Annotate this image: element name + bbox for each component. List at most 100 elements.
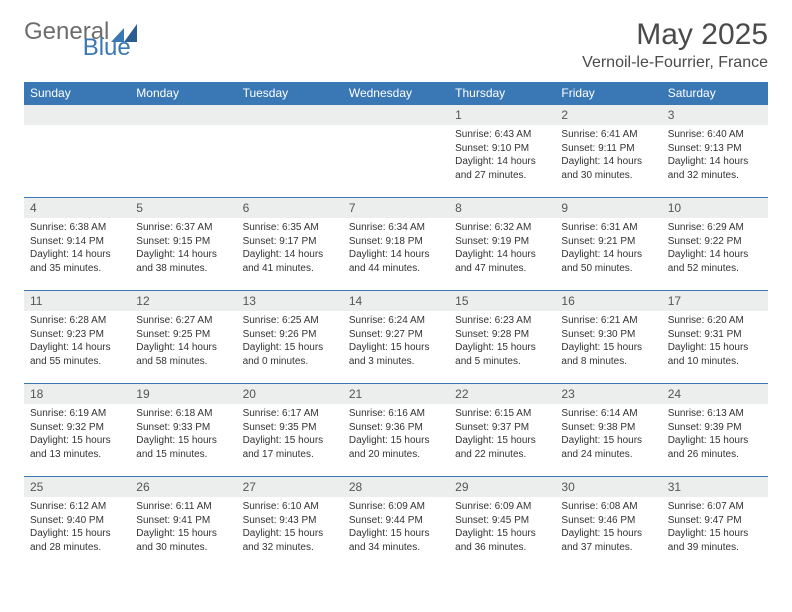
weekday-sat: Saturday [662,82,768,104]
empty-cell [237,104,343,197]
day-info: Sunrise: 6:29 AMSunset: 9:22 PMDaylight:… [662,218,768,279]
empty-cell [130,104,236,197]
day-info: Sunrise: 6:35 AMSunset: 9:17 PMDaylight:… [237,218,343,279]
weekday-fri: Friday [555,82,661,104]
day-number: 7 [343,198,449,218]
day-number: 23 [555,384,661,404]
empty-cell [343,104,449,197]
calendar-grid: 1Sunrise: 6:43 AMSunset: 9:10 PMDaylight… [24,104,768,569]
day-info: Sunrise: 6:21 AMSunset: 9:30 PMDaylight:… [555,311,661,372]
location: Vernoil-le-Fourrier, France [582,54,768,72]
day-info: Sunrise: 6:17 AMSunset: 9:35 PMDaylight:… [237,404,343,465]
day-cell: 2Sunrise: 6:41 AMSunset: 9:11 PMDaylight… [555,104,661,197]
day-cell: 16Sunrise: 6:21 AMSunset: 9:30 PMDayligh… [555,290,661,383]
day-number: 10 [662,198,768,218]
day-cell: 3Sunrise: 6:40 AMSunset: 9:13 PMDaylight… [662,104,768,197]
day-cell: 24Sunrise: 6:13 AMSunset: 9:39 PMDayligh… [662,383,768,476]
day-info: Sunrise: 6:23 AMSunset: 9:28 PMDaylight:… [449,311,555,372]
day-info: Sunrise: 6:40 AMSunset: 9:13 PMDaylight:… [662,125,768,186]
day-cell: 22Sunrise: 6:15 AMSunset: 9:37 PMDayligh… [449,383,555,476]
day-number: 4 [24,198,130,218]
day-cell: 17Sunrise: 6:20 AMSunset: 9:31 PMDayligh… [662,290,768,383]
day-info: Sunrise: 6:38 AMSunset: 9:14 PMDaylight:… [24,218,130,279]
day-info: Sunrise: 6:31 AMSunset: 9:21 PMDaylight:… [555,218,661,279]
day-cell: 8Sunrise: 6:32 AMSunset: 9:19 PMDaylight… [449,197,555,290]
day-number: 22 [449,384,555,404]
weekday-thu: Thursday [449,82,555,104]
day-cell: 4Sunrise: 6:38 AMSunset: 9:14 PMDaylight… [24,197,130,290]
day-number: 15 [449,291,555,311]
day-cell: 31Sunrise: 6:07 AMSunset: 9:47 PMDayligh… [662,476,768,569]
day-cell: 11Sunrise: 6:28 AMSunset: 9:23 PMDayligh… [24,290,130,383]
day-info: Sunrise: 6:10 AMSunset: 9:43 PMDaylight:… [237,497,343,558]
day-number: 30 [555,477,661,497]
day-cell: 15Sunrise: 6:23 AMSunset: 9:28 PMDayligh… [449,290,555,383]
day-cell: 27Sunrise: 6:10 AMSunset: 9:43 PMDayligh… [237,476,343,569]
day-number: 20 [237,384,343,404]
day-info: Sunrise: 6:41 AMSunset: 9:11 PMDaylight:… [555,125,661,186]
day-number: 27 [237,477,343,497]
day-number: 16 [555,291,661,311]
day-number: 13 [237,291,343,311]
day-info: Sunrise: 6:37 AMSunset: 9:15 PMDaylight:… [130,218,236,279]
day-number: 5 [130,198,236,218]
day-number: 8 [449,198,555,218]
day-number: 28 [343,477,449,497]
day-cell: 23Sunrise: 6:14 AMSunset: 9:38 PMDayligh… [555,383,661,476]
day-cell: 6Sunrise: 6:35 AMSunset: 9:17 PMDaylight… [237,197,343,290]
day-info: Sunrise: 6:43 AMSunset: 9:10 PMDaylight:… [449,125,555,186]
day-info: Sunrise: 6:34 AMSunset: 9:18 PMDaylight:… [343,218,449,279]
day-cell: 9Sunrise: 6:31 AMSunset: 9:21 PMDaylight… [555,197,661,290]
day-info: Sunrise: 6:24 AMSunset: 9:27 PMDaylight:… [343,311,449,372]
weekday-tue: Tuesday [237,82,343,104]
day-cell: 13Sunrise: 6:25 AMSunset: 9:26 PMDayligh… [237,290,343,383]
day-info: Sunrise: 6:28 AMSunset: 9:23 PMDaylight:… [24,311,130,372]
day-number: 2 [555,105,661,125]
day-info: Sunrise: 6:11 AMSunset: 9:41 PMDaylight:… [130,497,236,558]
empty-cell [24,104,130,197]
day-number: 3 [662,105,768,125]
day-number: 11 [24,291,130,311]
day-info: Sunrise: 6:09 AMSunset: 9:44 PMDaylight:… [343,497,449,558]
day-cell: 25Sunrise: 6:12 AMSunset: 9:40 PMDayligh… [24,476,130,569]
day-cell: 29Sunrise: 6:09 AMSunset: 9:45 PMDayligh… [449,476,555,569]
day-cell: 10Sunrise: 6:29 AMSunset: 9:22 PMDayligh… [662,197,768,290]
day-cell: 5Sunrise: 6:37 AMSunset: 9:15 PMDaylight… [130,197,236,290]
day-info: Sunrise: 6:20 AMSunset: 9:31 PMDaylight:… [662,311,768,372]
day-info: Sunrise: 6:13 AMSunset: 9:39 PMDaylight:… [662,404,768,465]
day-number: 26 [130,477,236,497]
day-info: Sunrise: 6:07 AMSunset: 9:47 PMDaylight:… [662,497,768,558]
day-number: 31 [662,477,768,497]
logo-text-blue: Blue [83,34,131,62]
day-info: Sunrise: 6:15 AMSunset: 9:37 PMDaylight:… [449,404,555,465]
day-number: 29 [449,477,555,497]
day-number: 25 [24,477,130,497]
day-info: Sunrise: 6:08 AMSunset: 9:46 PMDaylight:… [555,497,661,558]
day-number: 24 [662,384,768,404]
day-info: Sunrise: 6:09 AMSunset: 9:45 PMDaylight:… [449,497,555,558]
day-number: 18 [24,384,130,404]
day-number: 17 [662,291,768,311]
day-info: Sunrise: 6:19 AMSunset: 9:32 PMDaylight:… [24,404,130,465]
title-block: May 2025 Vernoil-le-Fourrier, France [582,18,768,72]
day-cell: 30Sunrise: 6:08 AMSunset: 9:46 PMDayligh… [555,476,661,569]
day-cell: 7Sunrise: 6:34 AMSunset: 9:18 PMDaylight… [343,197,449,290]
weekday-sun: Sunday [24,82,130,104]
day-number: 12 [130,291,236,311]
day-number: 14 [343,291,449,311]
weekday-mon: Monday [130,82,236,104]
day-cell: 14Sunrise: 6:24 AMSunset: 9:27 PMDayligh… [343,290,449,383]
day-cell: 18Sunrise: 6:19 AMSunset: 9:32 PMDayligh… [24,383,130,476]
day-cell: 1Sunrise: 6:43 AMSunset: 9:10 PMDaylight… [449,104,555,197]
day-number: 9 [555,198,661,218]
month-title: May 2025 [582,18,768,52]
day-info: Sunrise: 6:27 AMSunset: 9:25 PMDaylight:… [130,311,236,372]
day-number: 1 [449,105,555,125]
day-info: Sunrise: 6:12 AMSunset: 9:40 PMDaylight:… [24,497,130,558]
day-info: Sunrise: 6:25 AMSunset: 9:26 PMDaylight:… [237,311,343,372]
weekday-header: Sunday Monday Tuesday Wednesday Thursday… [24,82,768,104]
day-number: 21 [343,384,449,404]
day-cell: 28Sunrise: 6:09 AMSunset: 9:44 PMDayligh… [343,476,449,569]
day-cell: 20Sunrise: 6:17 AMSunset: 9:35 PMDayligh… [237,383,343,476]
day-cell: 26Sunrise: 6:11 AMSunset: 9:41 PMDayligh… [130,476,236,569]
